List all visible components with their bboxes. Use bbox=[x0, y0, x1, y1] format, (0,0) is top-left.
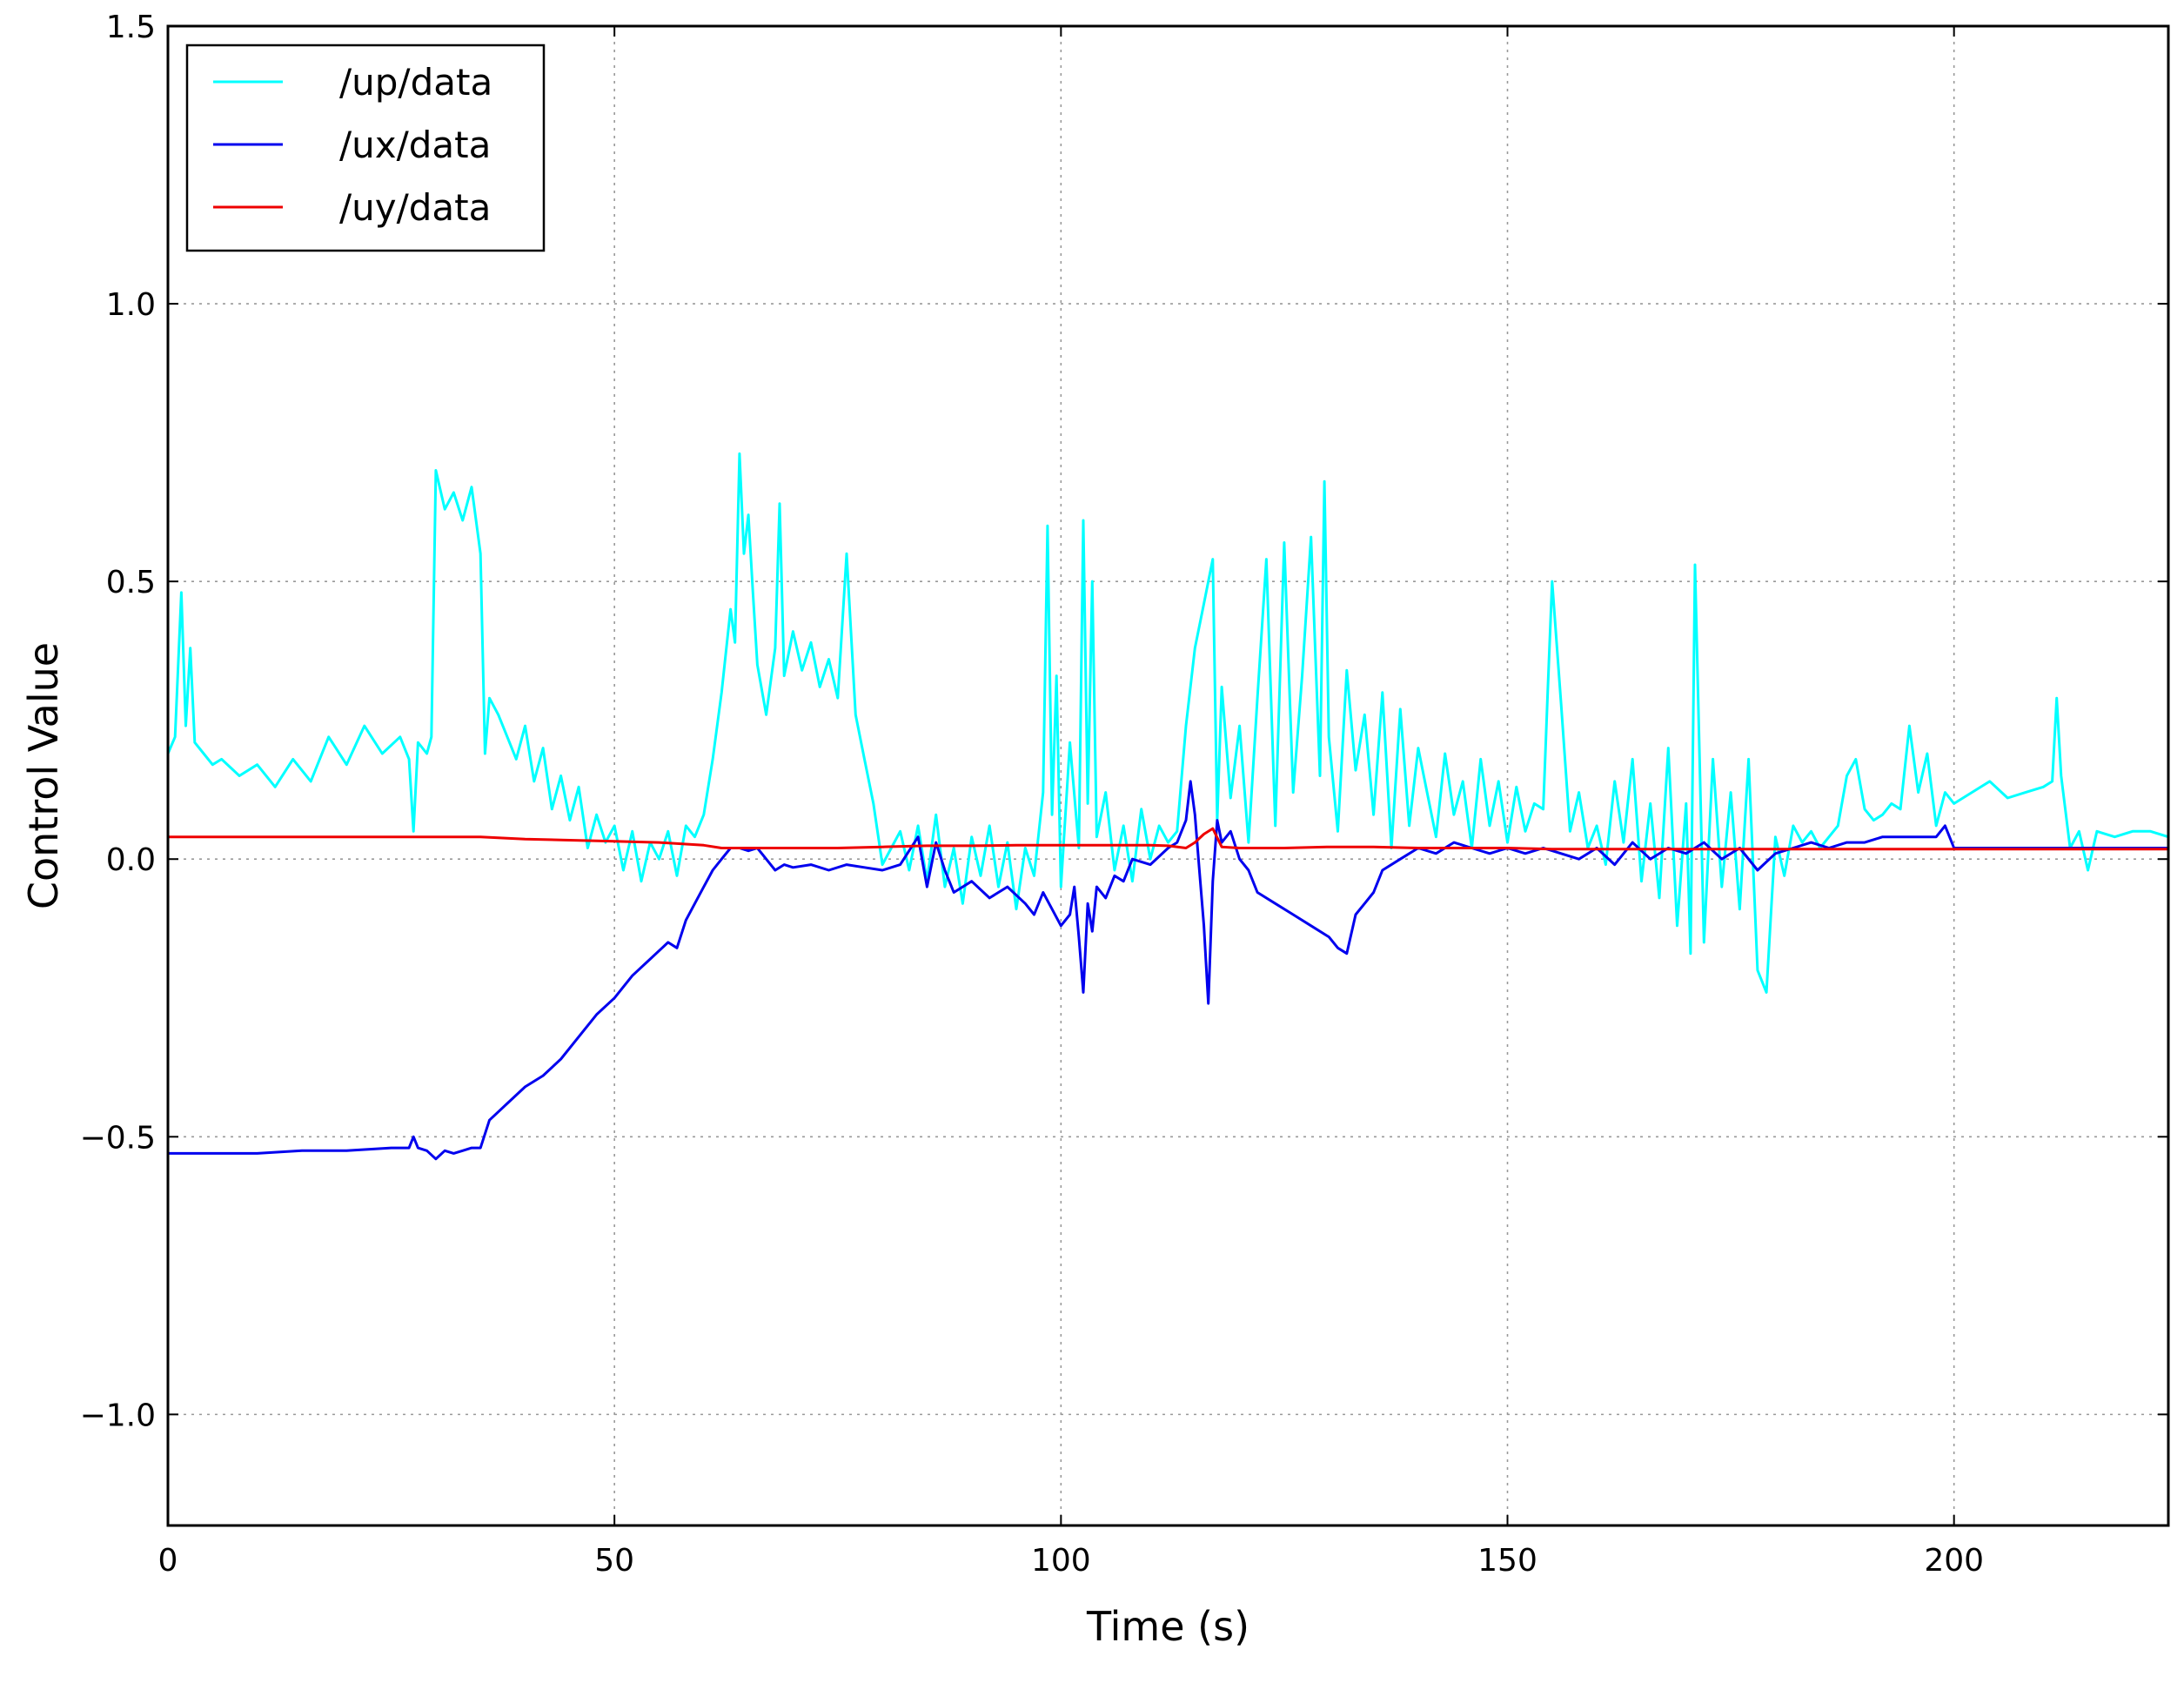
legend-box bbox=[185, 44, 546, 252]
x-tick-label: 150 bbox=[1477, 1543, 1538, 1579]
axis-ticks: 0 50 100 150 200 −1.0 −0.5 0.0 0.5 1.0 1.5 bbox=[80, 10, 2168, 1579]
plot-frame bbox=[166, 24, 2170, 1527]
y-axis-title: Control Value bbox=[20, 642, 67, 909]
series-lines bbox=[166, 452, 2169, 1161]
y-tick-label: −0.5 bbox=[80, 1120, 156, 1156]
y-tick-label: 0.0 bbox=[106, 842, 156, 878]
legend-label: /uy/data bbox=[339, 186, 491, 229]
x-axis-title: Time (s) bbox=[1086, 1603, 1249, 1650]
y-tick-label: 1.0 bbox=[106, 287, 156, 323]
x-tick-label: 200 bbox=[1924, 1543, 1984, 1579]
y-tick-label: −1.0 bbox=[80, 1398, 156, 1433]
legend-label: /up/data bbox=[339, 61, 492, 104]
y-tick-label: 1.5 bbox=[106, 10, 156, 45]
x-tick-label: 100 bbox=[1031, 1543, 1091, 1579]
x-tick-label: 50 bbox=[594, 1543, 634, 1579]
series-line-2 bbox=[168, 780, 2168, 1161]
legend-label: /ux/data bbox=[339, 124, 491, 166]
legend: /up/data/ux/data/uy/data bbox=[185, 44, 546, 252]
x-tick-label: 0 bbox=[158, 1543, 178, 1579]
y-tick-label: 0.5 bbox=[106, 565, 156, 600]
series-line-3 bbox=[168, 827, 2168, 851]
